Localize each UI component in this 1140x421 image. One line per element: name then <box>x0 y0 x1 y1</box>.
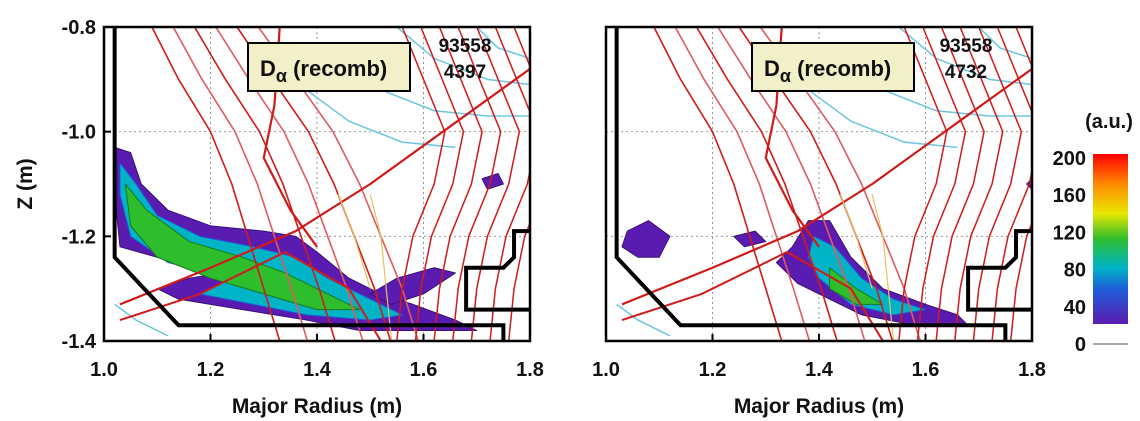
right-xticks: 1.0 1.2 1.4 1.6 1.8 <box>592 334 1046 381</box>
left-cyan-contour <box>396 27 530 86</box>
svg-text:Dα (recomb): Dα (recomb) <box>764 56 891 86</box>
colorbar-ticks: 200 160 120 80 40 0 <box>1053 148 1086 356</box>
left-shot-number: 93558 <box>439 36 492 57</box>
right-label-rest: (recomb) <box>791 56 891 81</box>
right-xtick-label: 1.8 <box>1018 359 1046 381</box>
right-label-sub: α <box>780 66 791 86</box>
left-ytick-label: -0.8 <box>62 17 96 39</box>
right-flux-contour <box>1009 27 1032 341</box>
left-ytick-label: -1.2 <box>62 226 96 248</box>
left-flux-contour <box>396 27 446 341</box>
right-baffle <box>966 229 1032 312</box>
right-flux-contour <box>916 27 967 341</box>
left-flux-contour <box>452 27 502 341</box>
left-flux-contour <box>507 27 530 341</box>
left-flux-contour <box>489 27 530 341</box>
left-yticks: -0.8 -1.0 -1.2 -1.4 <box>62 17 111 353</box>
left-xtick-label: 1.8 <box>516 359 544 381</box>
left-xticks: 1.0 1.2 1.4 1.6 1.8 <box>90 334 544 381</box>
colorbar-tick-label: 40 <box>1064 297 1086 319</box>
left-cyan-contour <box>476 27 530 60</box>
left-flux-contour <box>151 27 281 341</box>
right-cyan-contour <box>978 27 1032 60</box>
left-flux-contour <box>337 194 371 289</box>
right-wall <box>614 27 1032 341</box>
right-flux-contours <box>621 27 1032 341</box>
left-cyan-contour <box>305 89 456 149</box>
right-panel: 1.0 1.2 1.4 1.6 1.8 Dα (recomb) 93558 4732 M… <box>592 25 1046 418</box>
right-shot-number: 93558 <box>940 36 993 57</box>
right-flux-contour <box>695 27 838 341</box>
left-label-rest: (recomb) <box>287 56 387 81</box>
right-flux-contour <box>972 27 1023 341</box>
colorbar-unit-label: (a.u.) <box>1085 111 1133 133</box>
left-xtick-label: 1.4 <box>303 359 332 381</box>
left-flux-contour <box>414 27 465 341</box>
right-time: 4732 <box>945 62 987 83</box>
right-flux-contour <box>621 251 884 341</box>
left-flux-contour <box>172 27 309 341</box>
left-emission-low <box>369 267 456 305</box>
colorbar-tick-label: 160 <box>1053 185 1086 207</box>
left-emission <box>114 146 504 332</box>
left-time: 4397 <box>444 62 486 83</box>
right-cyan-contour <box>807 89 958 149</box>
right-emission-high <box>829 267 884 305</box>
left-label-sub: α <box>276 66 287 86</box>
left-ylabel: Z (m) <box>14 158 37 209</box>
right-xtick-label: 1.0 <box>592 359 620 381</box>
left-emission-high <box>124 183 361 311</box>
right-flux-contour <box>717 27 866 341</box>
right-xtick-label: 1.2 <box>699 359 727 381</box>
colorbar-gradient <box>1093 154 1128 324</box>
right-xlabel: Major Radius (m) <box>734 395 904 418</box>
right-plot-area <box>606 27 1032 341</box>
right-emission <box>621 178 1032 326</box>
right-emission-low <box>621 220 671 258</box>
left-wall <box>112 27 530 341</box>
right-flux-contour <box>935 27 985 341</box>
right-flux-contour <box>991 27 1032 341</box>
right-flux-contour <box>898 27 948 341</box>
colorbar-tick-label: 120 <box>1053 222 1086 244</box>
right-flux-contour <box>653 27 783 341</box>
left-xtick-label: 1.0 <box>90 359 118 381</box>
left-flux-contour <box>369 194 393 341</box>
left-panel: 1.0 1.2 1.4 1.6 1.8 -0.8 -1.0 -1.2 -1.4 Dα (rec… <box>14 17 544 418</box>
left-flux-contour <box>470 27 521 341</box>
right-label-main: D <box>764 56 780 81</box>
left-label-main: D <box>260 56 276 81</box>
left-flux-contour <box>119 67 530 306</box>
left-xtick-label: 1.6 <box>410 359 438 381</box>
colorbar-tick-label: 80 <box>1064 260 1086 282</box>
left-xtick-label: 1.2 <box>197 359 225 381</box>
right-flux-contour <box>674 27 811 341</box>
svg-text:Dα (recomb): Dα (recomb) <box>260 56 387 86</box>
colorbar-tick-label: 200 <box>1053 148 1086 170</box>
right-cyan-contour <box>616 303 671 337</box>
left-ytick-label: -1.4 <box>62 331 97 353</box>
left-flux-contour <box>119 251 382 341</box>
left-vessel-wall <box>112 27 506 341</box>
right-xtick-label: 1.6 <box>912 359 940 381</box>
left-ytick-label: -1.0 <box>62 122 96 144</box>
left-flux-contour <box>193 27 336 341</box>
right-flux-contour <box>621 67 1032 306</box>
left-flux-contour <box>433 27 483 341</box>
colorbar-tick-label: 0 <box>1075 334 1086 356</box>
colorbar: (a.u.) 200 160 120 80 40 0 <box>1053 111 1133 356</box>
left-baffle <box>464 229 530 312</box>
left-label-box: Dα (recomb) <box>247 42 411 92</box>
right-label-box: Dα (recomb) <box>751 42 915 92</box>
left-emission-low <box>481 173 504 190</box>
right-flux-contour <box>954 27 1004 341</box>
right-flux-contour <box>871 194 895 341</box>
right-cyan-contour <box>898 27 1032 86</box>
right-xtick-label: 1.4 <box>805 359 834 381</box>
right-vessel-wall <box>614 27 1008 341</box>
left-cyan-contour <box>114 303 169 337</box>
right-flux-contour <box>839 194 873 289</box>
left-xlabel: Major Radius (m) <box>232 395 402 418</box>
